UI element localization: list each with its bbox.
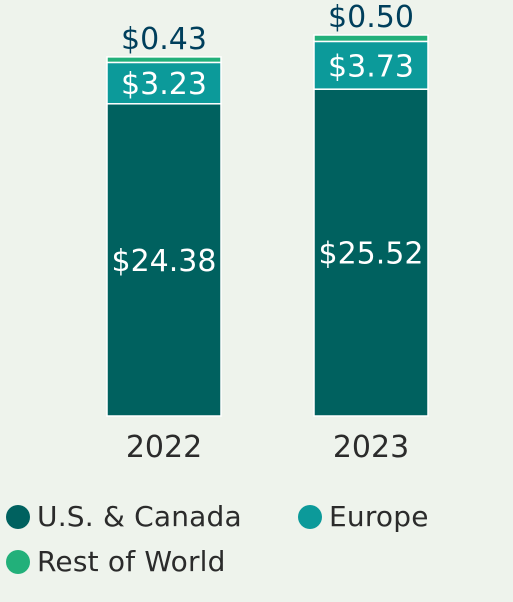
legend-swatch-europe	[298, 504, 322, 529]
x-tick-label-2023: 2023	[333, 430, 409, 465]
data-label-u-s-canada-2023: $25.52	[319, 237, 424, 272]
data-label-europe-2023: $3.73	[328, 49, 414, 84]
data-label-europe-2022: $3.23	[121, 67, 207, 102]
data-label-u-s-canada-2022: $24.38	[112, 244, 217, 279]
x-tick-label-2022: 2022	[126, 430, 202, 465]
legend-label-us-canada: U.S. & Canada	[37, 500, 242, 533]
legend-swatch-rest-of-world	[6, 549, 30, 574]
legend-swatch-us-canada	[6, 504, 30, 529]
legend-item-europe: Europe	[298, 500, 429, 533]
legend-label-europe: Europe	[329, 500, 429, 533]
bar-rest-of-world-2022	[106, 56, 222, 64]
legend-item-us-canada: U.S. & Canada	[6, 500, 242, 533]
bar-u-s-canada-2022	[106, 103, 222, 417]
data-label-rest-of-world-2023: $0.50	[328, 0, 414, 35]
bar-rest-of-world-2023	[313, 34, 429, 43]
legend-item-rest-of-world: Rest of World	[6, 545, 226, 578]
data-label-rest-of-world-2022: $0.43	[121, 22, 207, 57]
legend-label-rest-of-world: Rest of World	[37, 545, 226, 578]
